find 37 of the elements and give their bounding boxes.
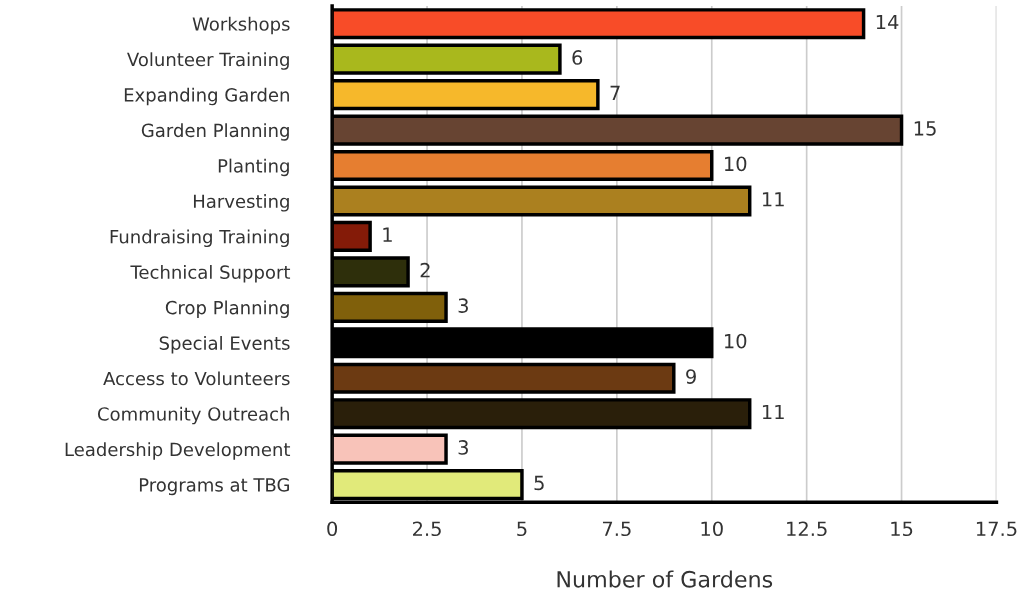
data-label: 14 — [876, 14, 899, 30]
data-label: 11 — [762, 192, 784, 207]
x-tick-label: 10 — [701, 521, 723, 537]
data-label: 3 — [458, 298, 468, 313]
data-label: 3 — [458, 440, 468, 455]
data-label: 10 — [725, 333, 747, 349]
y-tick-label: Fundraising Training — [110, 229, 289, 248]
y-tick-label: Workshops — [192, 16, 290, 35]
y-tick-label: Technical Support — [130, 265, 291, 283]
y-tick-label: Leadership Development — [65, 442, 291, 460]
y-tick-label: Volunteer Training — [127, 52, 289, 70]
x-tick-label: 12.5 — [787, 521, 827, 537]
y-tick-label: Expanding Garden — [124, 87, 289, 106]
data-label: 2 — [420, 262, 430, 278]
y-tick-label: Community Outreach — [97, 406, 289, 425]
x-axis-title: Number of Gardens — [557, 570, 773, 588]
data-label: 1 — [383, 227, 392, 242]
y-tick-label: Programs at TBG — [139, 478, 290, 496]
data-label: 11 — [762, 404, 784, 420]
data-label: 9 — [686, 369, 696, 384]
x-tick-label: 5 — [517, 521, 527, 537]
data-label: 5 — [534, 475, 544, 491]
x-tick-label: 2.5 — [413, 521, 441, 537]
x-tick-label: 7.5 — [602, 521, 631, 537]
y-tick-label: Garden Planning — [141, 123, 289, 141]
y-tick-label: Planting — [218, 158, 289, 177]
y-tick-label: Harvesting — [193, 194, 289, 212]
x-tick-label: 0 — [327, 521, 338, 537]
y-tick-label: Access to Volunteers — [103, 371, 290, 386]
data-label: 7 — [610, 85, 620, 100]
x-tick-label: 17.5 — [976, 521, 1017, 537]
y-tick-label: Special Events — [159, 335, 290, 354]
y-tick-label: Crop Planning — [165, 300, 289, 318]
x-tick-label: 15 — [891, 521, 913, 537]
data-label: 10 — [725, 156, 747, 172]
data-label: 15 — [914, 121, 936, 136]
data-label: 6 — [572, 50, 583, 65]
